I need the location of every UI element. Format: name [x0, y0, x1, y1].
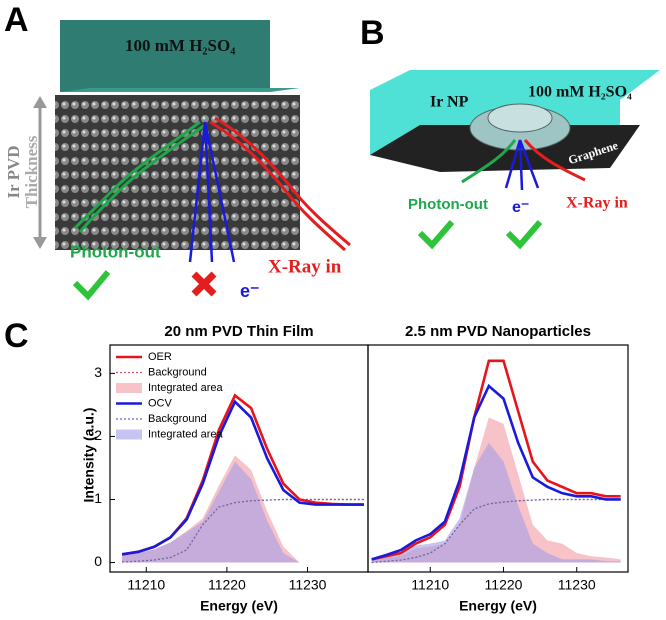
nanoparticle-top — [487, 103, 553, 133]
y-tick-label: 3 — [94, 364, 102, 380]
electrolyte-label: 100 mM H₂SO₄ — [125, 36, 235, 55]
panel-letter: C — [4, 317, 29, 355]
y-tick-label: 0 — [94, 553, 102, 569]
xray-label: X-Ray in — [268, 256, 342, 277]
electron-arrow — [518, 139, 540, 189]
electrolyte-edge — [60, 88, 300, 92]
spectrum-line — [121, 399, 364, 556]
xray-label: X-Ray in — [566, 195, 628, 212]
x-tick-label: 11210 — [411, 577, 449, 593]
y-tick-label: 1 — [94, 490, 102, 506]
particle-label: Ir NP — [430, 94, 469, 111]
legend-label: Integrated area — [148, 428, 223, 440]
electron-arrow — [203, 121, 236, 263]
panel-b: B Ir NP 100 mM H₂SO₄ Graphene Photon-out… — [360, 14, 660, 250]
chart-title: 20 nm PVD Thin Film — [164, 323, 313, 340]
arrow-head — [33, 237, 47, 249]
electron-label: e⁻ — [512, 199, 529, 216]
legend-swatch — [116, 383, 142, 393]
legend-swatch — [116, 429, 142, 440]
y-tick-label: 2 — [94, 427, 102, 443]
spectrum-line — [371, 383, 621, 561]
electron-arrow — [203, 121, 214, 263]
legend-label: OCV — [148, 397, 173, 409]
integrated-area — [122, 461, 364, 563]
legend-label: OER — [148, 351, 172, 363]
legend-label: Background — [148, 366, 207, 378]
electrolyte-label: 100 mM H₂SO₄ — [528, 84, 632, 101]
plot-frame — [367, 344, 629, 573]
axis-label: Ir PVD — [4, 145, 23, 198]
panel-letter: A — [4, 1, 29, 39]
legend-label: Integrated area — [148, 382, 223, 394]
background-line — [371, 498, 621, 564]
check-mark — [417, 220, 455, 250]
plot-area — [371, 359, 621, 564]
electron-arrow — [504, 139, 522, 189]
check-mark — [72, 270, 111, 301]
electrolyte-box — [60, 20, 270, 92]
x-tick-label: 11220 — [485, 577, 523, 593]
check-mark — [505, 220, 543, 250]
panel-letter: B — [360, 14, 385, 52]
legend-label: Background — [148, 413, 207, 425]
spectrum-line — [371, 359, 621, 561]
xray-path — [523, 139, 586, 182]
y-axis-label: Intensity (a.u.) — [81, 408, 97, 503]
thickness-label: Thickness — [22, 135, 41, 208]
electron-arrow — [518, 139, 524, 191]
panel-a: A Ir PVD Thickness 100 mM H₂SO₄ Photon-o… — [4, 1, 351, 301]
x-tick-label: 11230 — [289, 577, 327, 593]
x-tick-label: 11230 — [558, 577, 596, 593]
arrow-head — [33, 96, 47, 108]
film-stack — [55, 95, 300, 250]
photon-path — [73, 120, 201, 230]
electron-arrow — [188, 121, 207, 263]
photon-label: Photon-out — [70, 242, 161, 261]
xray-path — [209, 120, 346, 252]
photon-path — [461, 139, 517, 184]
x-axis-label: Energy (eV) — [459, 598, 537, 614]
plot-area — [121, 393, 364, 563]
background-line — [122, 498, 364, 563]
blocked-mark — [191, 271, 217, 297]
chart-title: 2.5 nm PVD Nanoparticles — [405, 323, 591, 340]
x-tick-label: 11210 — [127, 577, 165, 593]
electron-label: e⁻ — [240, 281, 260, 301]
xray-path — [214, 116, 351, 247]
x-axis-label: Energy (eV) — [200, 598, 278, 614]
x-tick-label: 11220 — [208, 577, 246, 593]
photon-label: Photon-out — [408, 196, 488, 213]
photon-path — [78, 123, 206, 233]
